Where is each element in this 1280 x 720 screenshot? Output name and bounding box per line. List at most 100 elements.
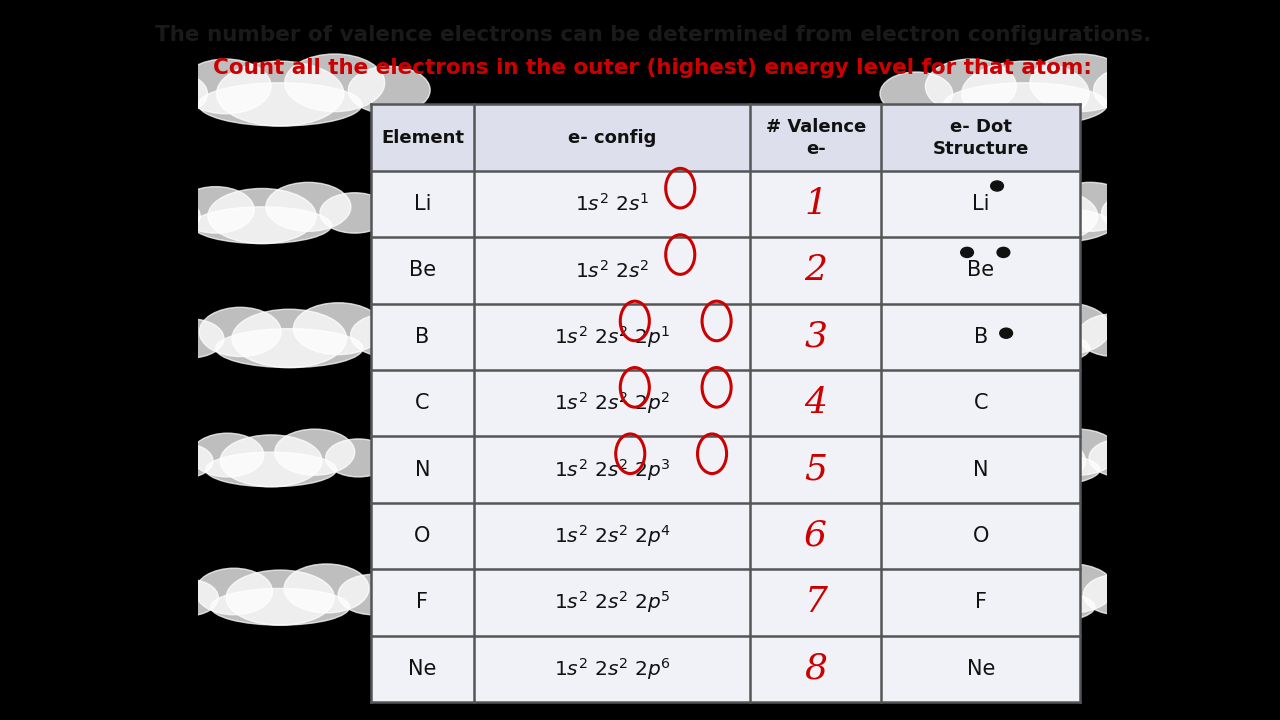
Text: Be: Be xyxy=(408,261,436,280)
Ellipse shape xyxy=(206,452,337,487)
Ellipse shape xyxy=(215,328,364,367)
Ellipse shape xyxy=(983,435,1085,487)
Ellipse shape xyxy=(956,588,1094,625)
Text: $\mathit{1s^2\ 2s^1}$: $\mathit{1s^2\ 2s^1}$ xyxy=(575,193,649,215)
Ellipse shape xyxy=(348,66,430,114)
Text: $\mathit{1s^2\ 2s^2\ 2p^2}$: $\mathit{1s^2\ 2s^2\ 2p^2}$ xyxy=(554,390,671,416)
Ellipse shape xyxy=(920,198,982,235)
Ellipse shape xyxy=(320,193,389,233)
Ellipse shape xyxy=(969,452,1100,487)
FancyBboxPatch shape xyxy=(371,636,1080,702)
FancyBboxPatch shape xyxy=(371,171,1080,237)
Ellipse shape xyxy=(351,314,424,356)
Text: $\mathit{1s^2\ 2s^2\ 2p^4}$: $\mathit{1s^2\ 2s^2\ 2p^4}$ xyxy=(553,523,671,549)
Text: 6: 6 xyxy=(804,519,827,553)
Text: 2: 2 xyxy=(804,253,827,287)
Ellipse shape xyxy=(974,207,1114,243)
Ellipse shape xyxy=(959,309,1074,367)
Text: e- Dot
Structure: e- Dot Structure xyxy=(933,117,1029,158)
Ellipse shape xyxy=(266,182,351,231)
Ellipse shape xyxy=(918,444,977,478)
Ellipse shape xyxy=(338,575,407,615)
Ellipse shape xyxy=(232,309,347,367)
Ellipse shape xyxy=(216,61,344,126)
FancyBboxPatch shape xyxy=(371,237,1080,304)
Ellipse shape xyxy=(1093,66,1175,114)
Ellipse shape xyxy=(192,207,332,243)
Ellipse shape xyxy=(180,59,271,114)
FancyBboxPatch shape xyxy=(371,570,1080,636)
Ellipse shape xyxy=(1020,302,1110,355)
Text: Element: Element xyxy=(381,129,463,147)
Ellipse shape xyxy=(275,429,355,475)
Ellipse shape xyxy=(942,328,1091,367)
Ellipse shape xyxy=(1083,575,1153,615)
Ellipse shape xyxy=(1102,193,1171,233)
Ellipse shape xyxy=(961,61,1089,126)
Ellipse shape xyxy=(902,579,964,616)
Text: Li: Li xyxy=(972,194,989,214)
Ellipse shape xyxy=(211,588,349,625)
Ellipse shape xyxy=(220,435,323,487)
Ellipse shape xyxy=(191,433,264,477)
Ellipse shape xyxy=(200,307,282,356)
Text: # Valence
e-: # Valence e- xyxy=(765,117,867,158)
Ellipse shape xyxy=(227,570,334,625)
Text: $\mathit{1s^2\ 2s^2\ 2p^1}$: $\mathit{1s^2\ 2s^2\ 2p^1}$ xyxy=(554,324,671,350)
Ellipse shape xyxy=(1030,54,1130,112)
Text: $\mathit{1s^2\ 2s^2\ 2p^5}$: $\mathit{1s^2\ 2s^2\ 2p^5}$ xyxy=(554,590,671,616)
Text: $\mathit{1s^2\ 2s^2}$: $\mathit{1s^2\ 2s^2}$ xyxy=(575,259,649,282)
Ellipse shape xyxy=(1038,429,1119,475)
Text: e- config: e- config xyxy=(568,129,657,147)
Text: $\mathit{1s^2\ 2s^2\ 2p^3}$: $\mathit{1s^2\ 2s^2\ 2p^3}$ xyxy=(554,456,671,482)
Ellipse shape xyxy=(1047,182,1133,231)
Text: O: O xyxy=(973,526,989,546)
Ellipse shape xyxy=(1078,314,1151,356)
Ellipse shape xyxy=(927,307,1009,356)
Ellipse shape xyxy=(972,570,1079,625)
Ellipse shape xyxy=(925,59,1016,114)
Text: C: C xyxy=(415,393,430,413)
Ellipse shape xyxy=(955,433,1028,477)
FancyBboxPatch shape xyxy=(371,370,1080,436)
Text: N: N xyxy=(973,459,988,480)
Ellipse shape xyxy=(207,189,316,243)
Text: Ne: Ne xyxy=(966,659,995,679)
Ellipse shape xyxy=(155,444,212,478)
Ellipse shape xyxy=(134,72,207,115)
Ellipse shape xyxy=(284,564,369,613)
Text: F: F xyxy=(974,593,987,613)
Text: Ne: Ne xyxy=(408,659,436,679)
Text: 4: 4 xyxy=(804,386,827,420)
Text: 3: 3 xyxy=(804,320,827,354)
Text: Li: Li xyxy=(413,194,431,214)
Ellipse shape xyxy=(196,568,273,615)
Text: B: B xyxy=(974,327,988,347)
FancyBboxPatch shape xyxy=(371,104,1080,171)
Text: N: N xyxy=(415,459,430,480)
Text: Count all the electrons in the outer (highest) energy level for that atom:: Count all the electrons in the outer (hi… xyxy=(214,58,1092,78)
Ellipse shape xyxy=(1029,564,1115,613)
Text: $\mathit{1s^2\ 2s^2\ 2p^6}$: $\mathit{1s^2\ 2s^2\ 2p^6}$ xyxy=(553,656,671,682)
Text: 5: 5 xyxy=(804,453,827,487)
Text: B: B xyxy=(415,327,430,347)
FancyBboxPatch shape xyxy=(371,436,1080,503)
Ellipse shape xyxy=(284,54,385,112)
Text: 1: 1 xyxy=(804,187,827,221)
FancyBboxPatch shape xyxy=(371,503,1080,570)
Ellipse shape xyxy=(959,186,1036,233)
Ellipse shape xyxy=(177,186,255,233)
Ellipse shape xyxy=(943,83,1107,126)
Circle shape xyxy=(997,248,1010,258)
Ellipse shape xyxy=(1089,439,1155,477)
Ellipse shape xyxy=(156,579,219,616)
Ellipse shape xyxy=(989,189,1098,243)
Ellipse shape xyxy=(198,83,362,126)
Text: The number of valence electrons can be determined from electron configurations.: The number of valence electrons can be d… xyxy=(155,25,1151,45)
Circle shape xyxy=(991,181,1004,191)
Ellipse shape xyxy=(881,72,952,115)
Text: 7: 7 xyxy=(804,585,827,619)
Text: Be: Be xyxy=(968,261,995,280)
Ellipse shape xyxy=(159,319,224,358)
Circle shape xyxy=(961,248,973,258)
